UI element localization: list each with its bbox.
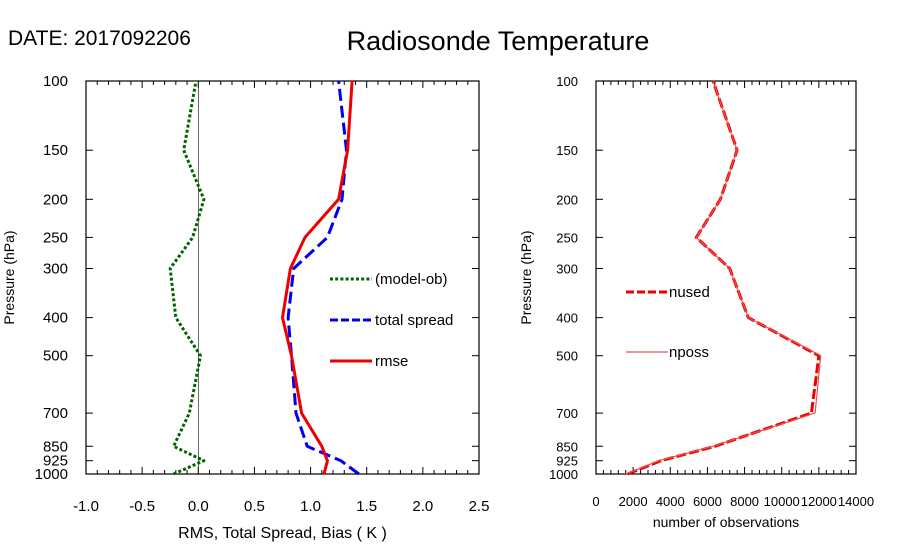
y-tick-label: 300	[556, 262, 578, 277]
x-tick-label: 2000	[619, 494, 648, 509]
legend-label-rmse: rmse	[375, 353, 408, 370]
chart-title: Radiosonde Temperature	[347, 26, 650, 56]
y-tick-label: 1000	[35, 466, 68, 483]
series-line-nposs	[625, 80, 822, 475]
y-tick-label: 500	[556, 349, 578, 364]
x-tick-label: 2.5	[469, 498, 490, 515]
x-tick-label: 1.0	[300, 498, 321, 515]
x-axis-label: RMS, Total Spread, Bias ( K )	[178, 525, 387, 542]
y-tick-label: 200	[43, 191, 68, 208]
series-line-nused	[627, 80, 821, 476]
x-tick-label: 2.0	[412, 498, 433, 515]
observation-count-chart: 0 2000 4000 6000 8000 10000 12000 14000 100 150 20…	[518, 74, 874, 530]
x-tick-label: 10000	[764, 494, 800, 509]
legend-label-nused: nused	[669, 284, 710, 301]
plot-frame	[85, 80, 480, 475]
temperature-stats-chart: -1.0 -0.5 0.0 0.5 1.0 1.5 2.0 2.5 100 150 200 250 30…	[1, 73, 489, 542]
x-tick-label: 14000	[838, 494, 874, 509]
legend-label-total-spread: total spread	[375, 312, 453, 329]
y-tick-label: 400	[43, 310, 68, 327]
x-tick-label: 12000	[801, 494, 837, 509]
legend-label-nposs: nposs	[669, 344, 709, 361]
series-line-model-ob	[168, 80, 206, 476]
x-tick-label: 8000	[730, 494, 759, 509]
y-tick-label: 700	[556, 406, 578, 421]
x-tick-label: 0.5	[244, 498, 265, 515]
x-tick-label: 6000	[693, 494, 722, 509]
y-tick-label: 100	[43, 73, 68, 90]
y-tick-label: 500	[43, 348, 68, 365]
y-tick-label: 1000	[549, 467, 578, 482]
x-tick-label: -0.5	[129, 498, 155, 515]
y-tick-label: 700	[43, 405, 68, 422]
x-tick-label: -1.0	[73, 498, 99, 515]
plot-frame	[595, 80, 857, 475]
y-axis-label: Pressure (hPa)	[1, 230, 17, 324]
legend-label-model-ob: (model-ob)	[375, 271, 448, 288]
y-tick-label: 100	[556, 74, 578, 89]
y-tick-label: 300	[43, 261, 68, 278]
x-tick-label: 0.0	[188, 498, 209, 515]
y-tick-label: 250	[556, 230, 578, 245]
date-label: DATE: 2017092206	[8, 27, 191, 50]
y-tick-label: 850	[43, 438, 68, 455]
y-tick-label: 925	[43, 453, 68, 470]
x-tick-label: 4000	[656, 494, 685, 509]
series-line-rmse	[281, 80, 354, 475]
y-tick-label: 200	[556, 192, 578, 207]
y-tick-label: 925	[556, 454, 578, 469]
y-tick-label: 150	[556, 143, 578, 158]
y-axis-label: Pressure (hPa)	[518, 230, 534, 324]
y-tick-label: 850	[556, 439, 578, 454]
x-axis-label: number of observations	[653, 514, 799, 530]
series-line-total-spread	[286, 80, 360, 476]
y-tick-label: 400	[556, 311, 578, 326]
y-tick-label: 150	[43, 142, 68, 159]
y-tick-label: 250	[43, 229, 68, 246]
x-tick-label: 0	[592, 494, 599, 509]
x-tick-label: 1.5	[356, 498, 377, 515]
